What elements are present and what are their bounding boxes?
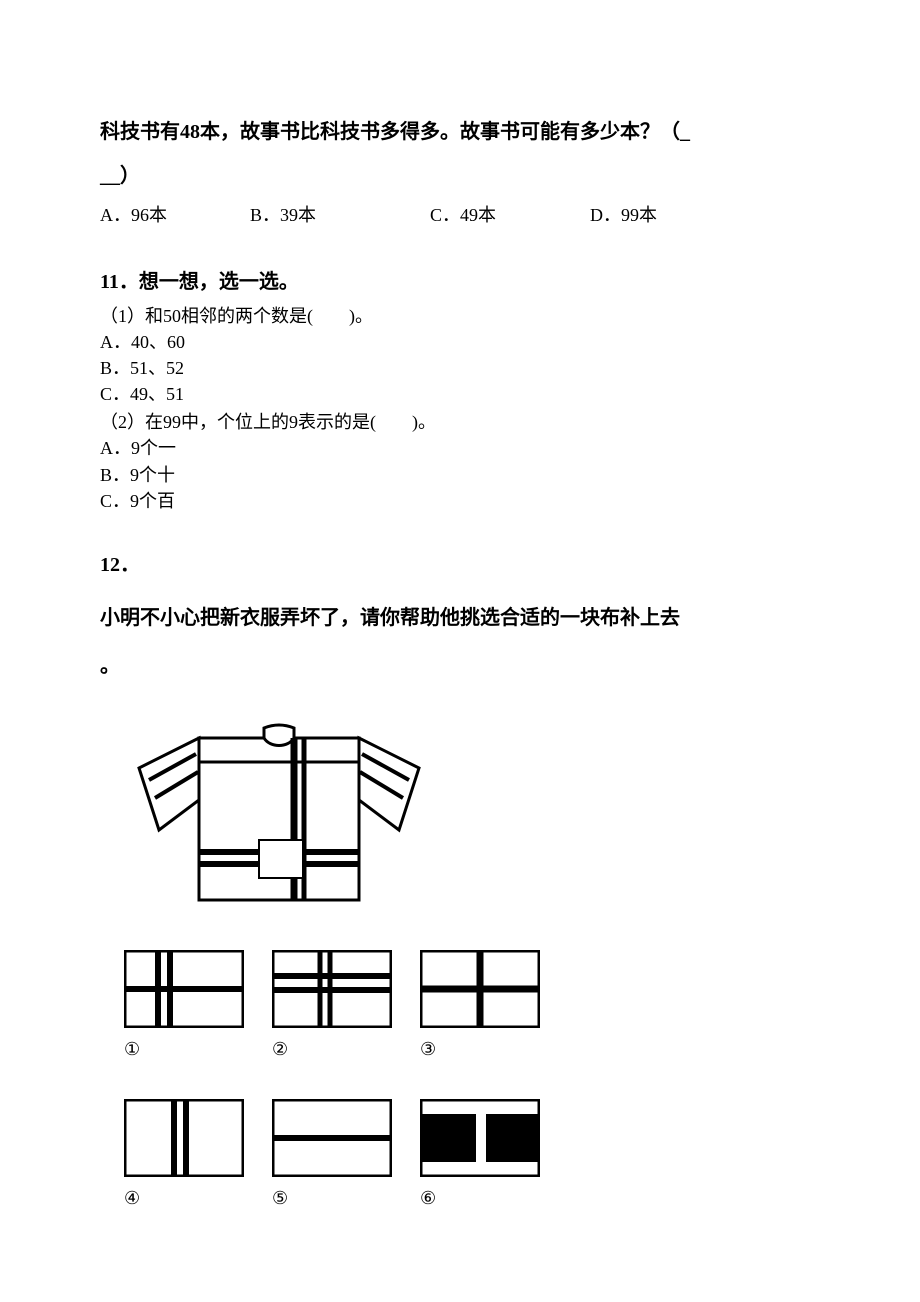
q10-options: A．96本 B．39本 C．49本 D．99本 xyxy=(100,202,820,229)
label-5: ⑤ xyxy=(272,1185,420,1212)
q10-stem: 科技书有48本，故事书比科技书多得多。故事书可能有多少本？（_ __） xyxy=(100,110,820,198)
patch-3-icon xyxy=(420,950,540,1028)
q10-option-c: C．49本 xyxy=(430,202,590,229)
patch-labels-2: ④ ⑤ ⑥ xyxy=(124,1185,820,1212)
shirt-icon xyxy=(124,720,434,920)
patch-row-1 xyxy=(124,950,820,1028)
label-1: ① xyxy=(124,1036,272,1063)
q11-part2-a: A．9个一 xyxy=(100,435,820,461)
label-3: ③ xyxy=(420,1036,436,1063)
q10-option-d: D．99本 xyxy=(590,202,657,229)
patch-5-icon xyxy=(272,1099,392,1177)
q11-part1-a: A．40、60 xyxy=(100,329,820,355)
shirt-diagram xyxy=(124,720,820,920)
q12-stem-line2: 。 xyxy=(100,655,120,677)
patch-row-2 xyxy=(124,1099,820,1177)
label-6: ⑥ xyxy=(420,1185,436,1212)
patch-2-icon xyxy=(272,950,392,1028)
patch-1-icon xyxy=(124,950,244,1028)
q11-title: 11．想一想，选一选。 xyxy=(100,267,820,297)
patch-labels-1: ① ② ③ xyxy=(124,1036,820,1063)
q11-part1-c: C．49、51 xyxy=(100,381,820,407)
q11-part1-b: B．51、52 xyxy=(100,355,820,381)
q10-option-a: A．96本 xyxy=(100,202,250,229)
q12-number: 12． xyxy=(100,550,820,580)
q12-stem: 小明不小心把新衣服弄坏了，请你帮助他挑选合适的一块布补上去 。 xyxy=(100,594,820,690)
label-2: ② xyxy=(272,1036,420,1063)
q11-part1-stem: （1）和50相邻的两个数是( )。 xyxy=(100,303,820,329)
patch-6-icon xyxy=(420,1099,540,1177)
patch-4-icon xyxy=(124,1099,244,1177)
q12-stem-line1: 小明不小心把新衣服弄坏了，请你帮助他挑选合适的一块布补上去 xyxy=(100,607,680,629)
q11-part2-stem: （2）在99中，个位上的9表示的是( )。 xyxy=(100,409,820,435)
q10-stem-line1: 科技书有48本，故事书比科技书多得多。故事书可能有多少本？（_ xyxy=(100,121,690,143)
q10-option-b: B．39本 xyxy=(250,202,430,229)
q11-part2-c: C．9个百 xyxy=(100,488,820,514)
q11-part1: （1）和50相邻的两个数是( )。 A．40、60 B．51、52 C．49、5… xyxy=(100,303,820,407)
q10-stem-line2: __） xyxy=(100,165,140,187)
label-4: ④ xyxy=(124,1185,272,1212)
q11-part2: （2）在99中，个位上的9表示的是( )。 A．9个一 B．9个十 C．9个百 xyxy=(100,409,820,513)
q11-part2-b: B．9个十 xyxy=(100,462,820,488)
